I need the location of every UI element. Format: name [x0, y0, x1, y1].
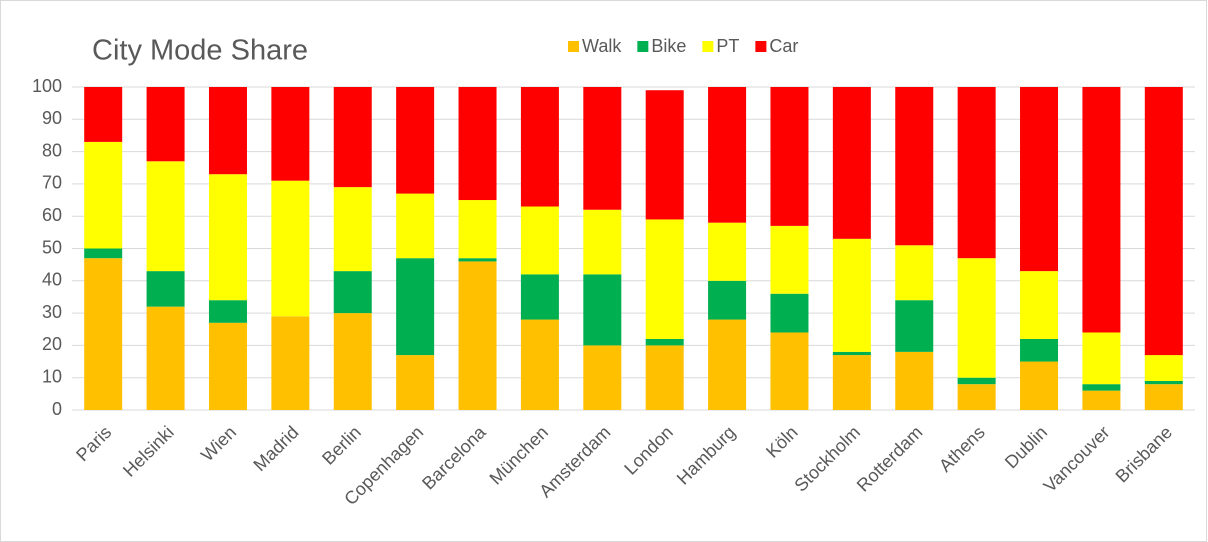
bar-segment — [146, 306, 185, 410]
y-tick-label: 10 — [42, 366, 62, 386]
bar-segment — [645, 219, 684, 339]
bar-segment — [1144, 380, 1183, 385]
bar-segment — [84, 141, 123, 249]
bar-segment — [645, 90, 684, 220]
bar-segment — [1144, 384, 1183, 410]
bar-segment — [708, 280, 747, 320]
bar-segment — [333, 313, 372, 410]
y-tick-label: 0 — [52, 399, 62, 419]
bar-segment — [1082, 332, 1121, 385]
bar-segment — [708, 222, 747, 281]
bar-segment — [708, 319, 747, 410]
bar-segment — [146, 271, 185, 307]
bar-segment — [770, 87, 809, 226]
bar-segment — [333, 87, 372, 188]
bar-segment — [520, 87, 559, 207]
bar-segment — [208, 300, 247, 323]
legend-swatch — [568, 41, 579, 52]
bar-segment — [396, 193, 435, 259]
bar-segment — [84, 248, 123, 259]
bar-segment — [146, 161, 185, 272]
bar-segment — [957, 258, 996, 378]
bar-segment — [271, 180, 310, 317]
bar-segment — [957, 384, 996, 410]
bar-segment — [396, 87, 435, 194]
y-tick-label: 50 — [42, 237, 62, 257]
bar-segment — [583, 274, 622, 346]
legend-swatch — [702, 41, 714, 52]
bar-segment — [458, 200, 497, 259]
bar-segment — [1082, 390, 1121, 410]
bar-segment — [146, 87, 185, 162]
bar-segment — [84, 87, 123, 142]
bar-segment — [895, 300, 934, 352]
bar-segment — [832, 351, 871, 356]
bar-segment — [458, 258, 497, 262]
bar-segment — [458, 87, 497, 201]
bar-segment — [271, 316, 310, 410]
bar-segment — [520, 319, 559, 410]
bar-segment — [1082, 87, 1121, 333]
bar-segment — [1020, 361, 1059, 410]
y-tick-label: 20 — [42, 334, 62, 354]
bar-segment — [895, 87, 934, 246]
bar-segment — [520, 206, 559, 275]
bar-segment — [832, 87, 871, 239]
y-tick-label: 90 — [42, 108, 62, 128]
bar-segment — [645, 345, 684, 410]
bar-segment — [832, 355, 871, 410]
bar-segment — [333, 271, 372, 314]
bar-segment — [396, 258, 435, 356]
bar-segment — [583, 87, 622, 210]
bar-segment — [271, 87, 310, 181]
bar-segment — [84, 258, 123, 410]
bar-segment — [458, 261, 497, 410]
bar-segment — [1082, 384, 1121, 391]
bar-segment — [583, 345, 622, 410]
bar-segment — [895, 245, 934, 301]
y-tick-label: 40 — [42, 270, 62, 290]
chart-title: City Mode Share — [92, 35, 308, 67]
bar-segment — [208, 322, 247, 410]
bar-segment — [895, 351, 934, 410]
bar-segment — [1020, 271, 1059, 339]
bar-segment — [1144, 355, 1183, 381]
bar-segment — [770, 293, 809, 333]
y-tick-label: 30 — [42, 302, 62, 322]
y-tick-label: 60 — [42, 205, 62, 225]
y-tick-label: 100 — [32, 76, 62, 96]
legend-swatch — [637, 41, 649, 52]
legend-label: Car — [769, 36, 798, 56]
bar-segment — [708, 87, 747, 223]
bar-segment — [520, 274, 559, 320]
bar-segment — [1144, 87, 1183, 356]
bar-segment — [333, 187, 372, 272]
y-tick-label: 70 — [42, 173, 62, 193]
bar-segment — [770, 332, 809, 410]
y-tick-label: 80 — [42, 140, 62, 160]
legend-label: Walk — [582, 36, 622, 56]
bar-segment — [1020, 338, 1059, 362]
legend-label: Bike — [651, 36, 686, 56]
bar-segment — [957, 377, 996, 385]
bar-segment — [1020, 87, 1059, 272]
bar-segment — [208, 174, 247, 301]
bar-segment — [396, 355, 435, 410]
bar-segment — [583, 209, 622, 275]
bar-segment — [208, 87, 247, 175]
legend-swatch — [755, 41, 767, 52]
bar-segment — [645, 338, 684, 346]
bar-segment — [957, 87, 996, 259]
bar-segment — [770, 225, 809, 294]
legend-label: PT — [716, 36, 739, 56]
bar-segment — [832, 238, 871, 352]
